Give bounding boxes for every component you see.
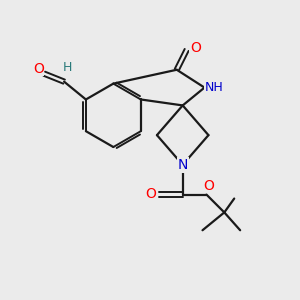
Text: NH: NH: [205, 81, 224, 94]
Text: O: O: [203, 179, 214, 193]
Text: O: O: [146, 187, 156, 201]
Text: O: O: [33, 62, 44, 76]
Text: O: O: [190, 41, 201, 55]
Text: H: H: [62, 61, 72, 74]
Text: N: N: [178, 158, 188, 172]
